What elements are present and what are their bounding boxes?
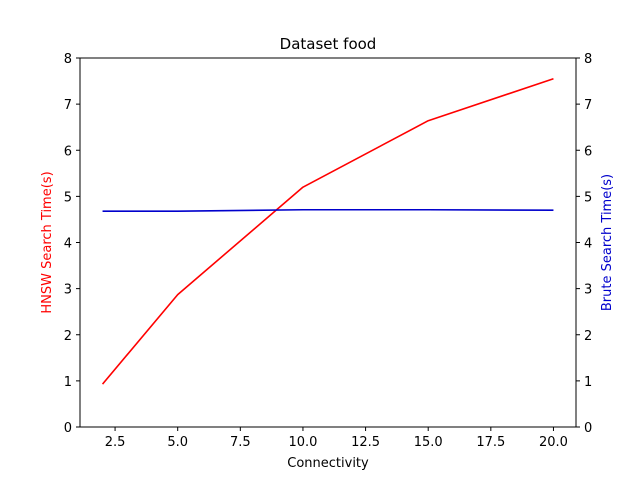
y-left-tick-label-4: 4: [64, 237, 72, 252]
y-right-tick-label-4: 4: [584, 237, 592, 252]
y-left-tick-label-5: 5: [64, 190, 72, 205]
x-tick-label-0: 2.5: [105, 435, 126, 450]
y-left-tick-label-1: 1: [64, 375, 72, 390]
x-tick-label-3: 10.0: [288, 435, 317, 450]
y-left-tick-label-7: 7: [64, 98, 72, 113]
x-tick-label-1: 5.0: [167, 435, 188, 450]
x-tick-label-4: 12.5: [351, 435, 380, 450]
y-axis-right-label: Brute Search Time(s): [600, 174, 615, 311]
y-right-tick-label-3: 3: [584, 283, 592, 298]
chart-title: Dataset food: [280, 35, 377, 53]
x-tick-label-6: 17.5: [476, 435, 505, 450]
plot-frame: [79, 57, 577, 428]
x-tick-label-5: 15.0: [414, 435, 443, 450]
y-right-tick-label-0: 0: [584, 421, 592, 436]
y-right-tick-label-5: 5: [584, 190, 592, 205]
x-tick-label-2: 7.5: [230, 435, 251, 450]
y-left-tick-label-0: 0: [64, 421, 72, 436]
y-left-tick-label-3: 3: [64, 283, 72, 298]
y-axis-left-label: HNSW Search Time(s): [40, 171, 55, 313]
y-left-tick-label-2: 2: [64, 329, 72, 344]
y-left-tick-label-6: 6: [64, 144, 72, 159]
x-axis-label: Connectivity: [287, 456, 369, 471]
x-tick-label-7: 20.0: [539, 435, 568, 450]
y-right-tick-label-8: 8: [584, 52, 592, 67]
y-right-tick-label-6: 6: [584, 144, 592, 159]
series-line-brute: [102, 208, 554, 212]
series-line-hnsw: [101, 78, 554, 385]
y-right-tick-label-2: 2: [584, 329, 592, 344]
y-left-tick-label-8: 8: [64, 52, 72, 67]
y-right-tick-label-7: 7: [584, 98, 592, 113]
y-right-tick-label-1: 1: [584, 375, 592, 390]
